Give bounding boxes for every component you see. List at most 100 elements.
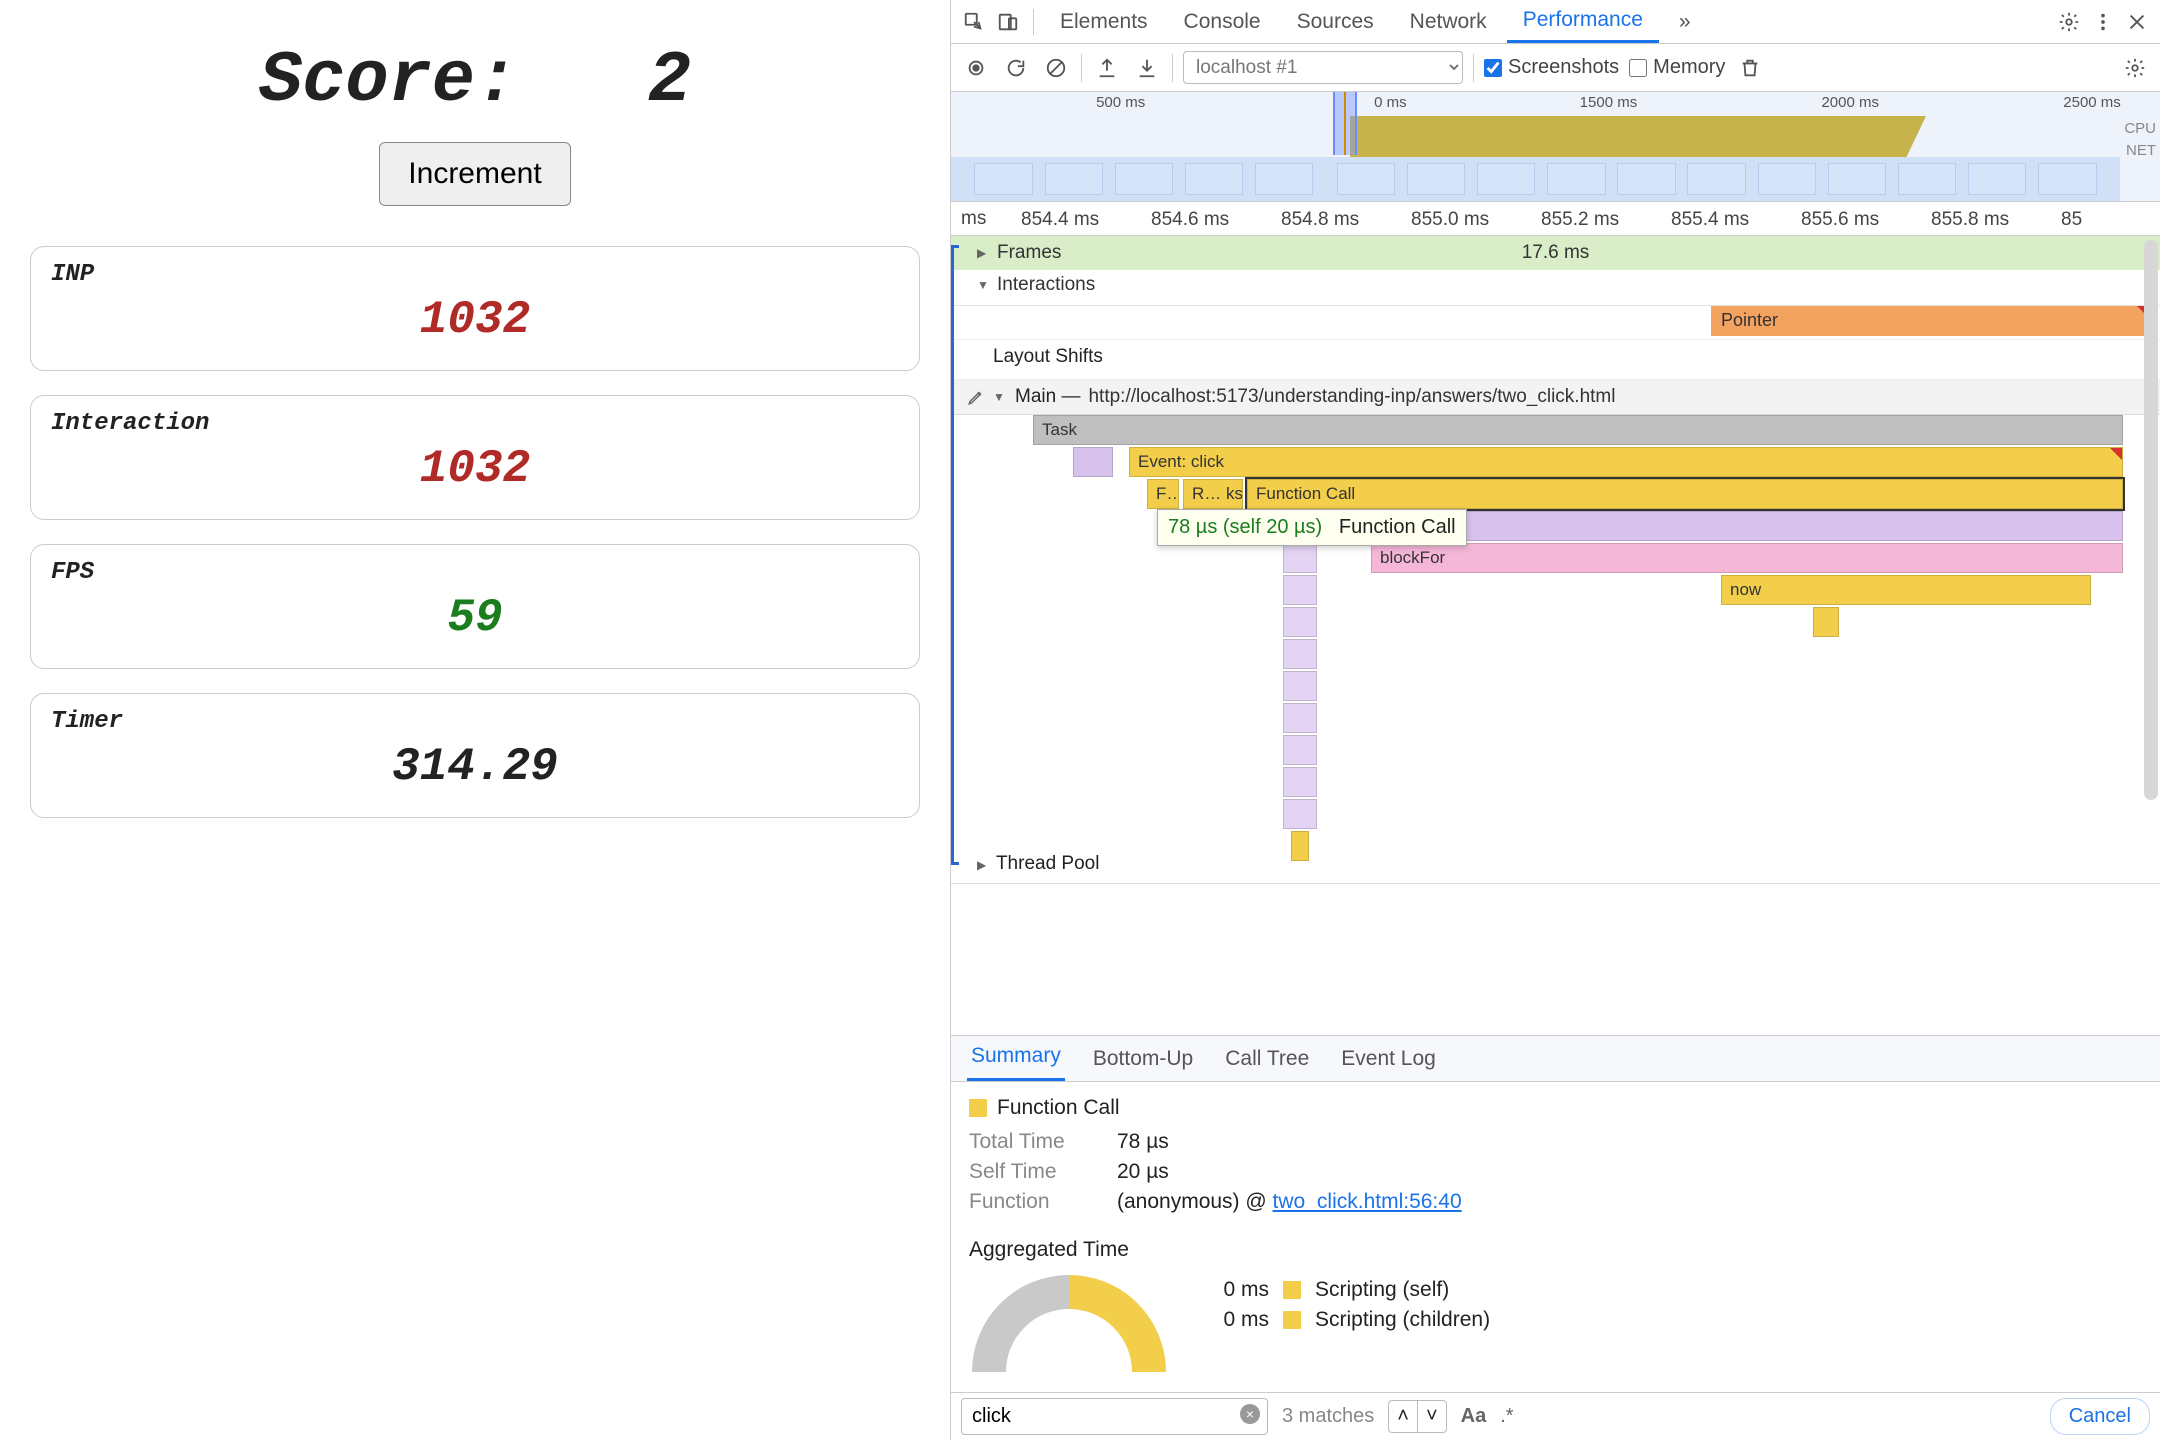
flame-stack-8[interactable]	[1283, 799, 1317, 829]
case-toggle[interactable]: Aa	[1461, 1405, 1487, 1428]
dtab-eventlog[interactable]: Event Log	[1337, 1037, 1440, 1081]
flame-function-call[interactable]: Function Call	[1247, 479, 2123, 509]
search-input[interactable]	[961, 1398, 1268, 1435]
scrollbar-thumb[interactable]	[2144, 240, 2158, 800]
flame-stack-3[interactable]	[1283, 639, 1317, 669]
dtab-calltree[interactable]: Call Tree	[1221, 1037, 1313, 1081]
interactions-track[interactable]: ▼Interactions	[951, 270, 2160, 306]
regex-toggle[interactable]: .*	[1500, 1405, 1513, 1428]
perf-toolbar: localhost #1 Screenshots Memory	[951, 44, 2160, 92]
detail-tabs: Summary Bottom-Up Call Tree Event Log	[951, 1036, 2160, 1082]
score-value: 2	[648, 40, 691, 122]
overview-cpu-bar	[1350, 116, 1906, 158]
layout-shifts-track[interactable]: Layout Shifts	[951, 340, 2160, 380]
reload-record-icon[interactable]	[1001, 53, 1031, 83]
net-label: NET	[2124, 140, 2156, 162]
record-icon[interactable]	[961, 53, 991, 83]
flame-tick: 85	[2061, 209, 2082, 231]
flame-tooltip: 78 µs (self 20 µs) Function Call	[1157, 509, 1467, 546]
summary-title: Function Call	[997, 1096, 1120, 1120]
flame-small2[interactable]: R… ks	[1183, 479, 1243, 509]
flame-small1[interactable]: F…	[1147, 479, 1179, 509]
flame-ruler: ms 854.4 ms854.6 ms854.8 ms855.0 ms855.2…	[951, 202, 2160, 236]
pointer-event-bar[interactable]: Pointer	[1711, 306, 2151, 336]
flame-chart[interactable]: 78 µs (self 20 µs) Function Call TaskEve…	[951, 415, 2160, 845]
overview-tick: 1500 ms	[1580, 94, 1638, 111]
flame-task[interactable]: Task	[1033, 415, 2123, 445]
flame-stack-4[interactable]	[1283, 671, 1317, 701]
metric-label: Timer	[51, 708, 899, 735]
frames-track[interactable]: ▶Frames 17.6 ms	[951, 236, 2160, 270]
flame-stack-6[interactable]	[1283, 735, 1317, 765]
memory-checkbox[interactable]: Memory	[1629, 56, 1725, 79]
metric-value: 59	[51, 592, 899, 644]
search-nav: ˄ ˅	[1388, 1400, 1446, 1433]
metric-label: Interaction	[51, 410, 899, 437]
flame-stack-2[interactable]	[1283, 607, 1317, 637]
frames-value: 17.6 ms	[951, 236, 2160, 270]
gear-icon[interactable]	[2054, 7, 2084, 37]
flame-event-click[interactable]: Event: click	[1129, 447, 2123, 477]
inspect-icon[interactable]	[959, 7, 989, 37]
prev-match-icon[interactable]: ˄	[1389, 1401, 1418, 1432]
increment-button[interactable]: Increment	[379, 142, 570, 206]
dtab-bottomup[interactable]: Bottom-Up	[1089, 1037, 1197, 1081]
summary-panel: Function Call Total Time78 µs Self Time2…	[951, 1082, 2160, 1392]
upload-icon[interactable]	[1092, 53, 1122, 83]
tab-elements[interactable]: Elements	[1044, 2, 1164, 42]
flame-stack-7[interactable]	[1283, 767, 1317, 797]
metric-card-timer: Timer 314.29	[30, 693, 920, 818]
dtab-summary[interactable]: Summary	[967, 1034, 1065, 1081]
source-link[interactable]: two_click.html:56:40	[1273, 1190, 1462, 1213]
devtools-tabstrip: Elements Console Sources Network Perform…	[951, 0, 2160, 44]
flame-tick: 855.8 ms	[1931, 209, 2009, 231]
screenshots-checkbox[interactable]: Screenshots	[1484, 56, 1619, 79]
flame-purple-gap[interactable]	[1073, 447, 1113, 477]
metric-card-interaction: Interaction 1032	[30, 395, 920, 520]
clear-search-icon[interactable]: ×	[1240, 1404, 1260, 1424]
tab-network[interactable]: Network	[1394, 2, 1503, 42]
flame-tail-y[interactable]	[1291, 831, 1309, 861]
tab-performance[interactable]: Performance	[1507, 0, 1659, 43]
tab-more[interactable]: »	[1663, 2, 1707, 42]
thread-pool-track[interactable]: ▶ Thread Pool	[951, 845, 2160, 884]
agg-legend-row: 0 msScripting (children)	[1199, 1308, 1490, 1332]
score-label: Score:	[259, 40, 518, 122]
flame-stack-5[interactable]	[1283, 703, 1317, 733]
cancel-button[interactable]: Cancel	[2050, 1398, 2150, 1435]
flame-tick: 854.6 ms	[1151, 209, 1229, 231]
tab-sources[interactable]: Sources	[1281, 2, 1390, 42]
main-thread-header[interactable]: ▼ Main — http://localhost:5173/understan…	[951, 380, 2160, 415]
devtools-panel: Elements Console Sources Network Perform…	[950, 0, 2160, 1440]
flame-stack-1[interactable]	[1283, 575, 1317, 605]
clear-icon[interactable]	[1041, 53, 1071, 83]
agg-donut	[969, 1272, 1169, 1382]
overview-tick: 0 ms	[1374, 94, 1407, 111]
next-match-icon[interactable]: ˅	[1418, 1401, 1446, 1432]
flame-small-y2[interactable]	[1813, 607, 1839, 637]
agg-legend-row: 0 msScripting (self)	[1199, 1278, 1490, 1302]
score-display: Score: 2	[20, 40, 930, 122]
gc-icon[interactable]	[1735, 53, 1765, 83]
flame-tick: 854.8 ms	[1281, 209, 1359, 231]
overview-minimap[interactable]: 500 ms0 ms1500 ms2000 ms2500 ms CPU NET	[951, 92, 2160, 202]
device-toggle-icon[interactable]	[993, 7, 1023, 37]
profile-select[interactable]: localhost #1	[1183, 51, 1463, 84]
metric-label: INP	[51, 261, 899, 288]
overview-tick: 500 ms	[1096, 94, 1145, 111]
perf-settings-icon[interactable]	[2120, 53, 2150, 83]
flame-tick: 854.4 ms	[1021, 209, 1099, 231]
overview-net-strip	[951, 157, 2120, 201]
tab-console[interactable]: Console	[1168, 2, 1277, 42]
flame-tick: 855.4 ms	[1671, 209, 1749, 231]
flame-stack-0[interactable]	[1283, 543, 1317, 573]
edit-icon[interactable]	[967, 388, 985, 406]
metric-value: 314.29	[51, 741, 899, 793]
track-area[interactable]: ▶Frames 17.6 ms ▼Interactions Pointer La…	[951, 236, 2160, 1036]
close-icon[interactable]	[2122, 7, 2152, 37]
flame-now[interactable]: now	[1721, 575, 2091, 605]
download-icon[interactable]	[1132, 53, 1162, 83]
flame-blockfor[interactable]: blockFor	[1371, 543, 2123, 573]
search-bar: × 3 matches ˄ ˅ Aa .* Cancel	[951, 1392, 2160, 1440]
kebab-icon[interactable]	[2088, 7, 2118, 37]
